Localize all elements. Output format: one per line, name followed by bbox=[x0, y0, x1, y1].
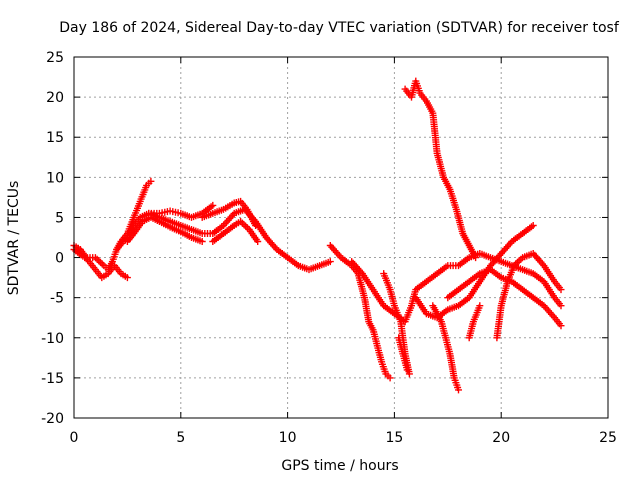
x-tick-label: 20 bbox=[492, 430, 510, 446]
data-point bbox=[252, 222, 260, 229]
data-point bbox=[254, 238, 262, 245]
data-point bbox=[209, 201, 217, 209]
data-point bbox=[513, 258, 521, 266]
plot-frame bbox=[73, 56, 609, 419]
x-tick-label: 25 bbox=[599, 430, 617, 446]
chart-title: Day 186 of 2024, Sidereal Day-to-day VTE… bbox=[59, 20, 620, 36]
data-point bbox=[123, 274, 131, 282]
data-point bbox=[403, 366, 411, 374]
data-point bbox=[93, 255, 101, 263]
series-track-k bbox=[395, 334, 411, 374]
data-point bbox=[98, 260, 106, 268]
data-point bbox=[557, 322, 565, 330]
data-point bbox=[472, 254, 480, 262]
series-track-m bbox=[429, 302, 462, 394]
x-tick-label: 15 bbox=[385, 430, 403, 446]
data-point bbox=[242, 222, 250, 230]
series-track-l bbox=[401, 77, 480, 262]
series-track-g bbox=[198, 197, 260, 229]
y-tick-label: -5 bbox=[50, 291, 64, 307]
x-tick-label: 10 bbox=[279, 430, 297, 446]
data-point bbox=[476, 302, 484, 310]
y-tick-label: -10 bbox=[41, 331, 64, 347]
y-tick-label: 5 bbox=[55, 210, 64, 226]
y-tick-label: 10 bbox=[46, 170, 64, 186]
data-point bbox=[557, 302, 565, 310]
x-tick-label: 0 bbox=[70, 430, 79, 446]
data-point bbox=[97, 258, 104, 266]
series-track-e bbox=[145, 205, 334, 274]
data-point bbox=[147, 177, 155, 185]
series-track-i bbox=[348, 250, 565, 326]
x-axis-label: GPS time / hours bbox=[281, 458, 398, 474]
data-points bbox=[70, 77, 565, 394]
y-tick-label: 0 bbox=[55, 251, 64, 267]
data-point bbox=[386, 374, 394, 382]
gridlines bbox=[74, 57, 608, 418]
series-track-f bbox=[209, 218, 262, 245]
y-axis-label: SDTVAR / TECUs bbox=[6, 181, 22, 296]
x-tick-label: 5 bbox=[176, 430, 185, 446]
data-point bbox=[529, 222, 537, 229]
data-point bbox=[238, 219, 246, 227]
y-tick-label: -20 bbox=[41, 411, 64, 427]
data-point bbox=[198, 238, 206, 245]
data-point bbox=[557, 286, 565, 294]
series-track-h bbox=[326, 242, 394, 382]
y-tick-label: 15 bbox=[46, 130, 64, 146]
series-track-q bbox=[493, 250, 565, 342]
y-tick-label: -15 bbox=[41, 371, 64, 387]
axis-ticks: 0 5 10 15 20 25 -20 -15 -10 -5 0 5 10 15 20 25 bbox=[41, 50, 617, 446]
y-tick-label: 20 bbox=[46, 90, 64, 106]
data-point bbox=[455, 386, 462, 394]
data-point bbox=[326, 258, 334, 266]
series-track-c bbox=[113, 201, 217, 253]
data-point bbox=[95, 257, 103, 265]
data-point bbox=[405, 370, 413, 378]
y-tick-label: 25 bbox=[46, 50, 64, 66]
series-track-p bbox=[465, 302, 484, 342]
